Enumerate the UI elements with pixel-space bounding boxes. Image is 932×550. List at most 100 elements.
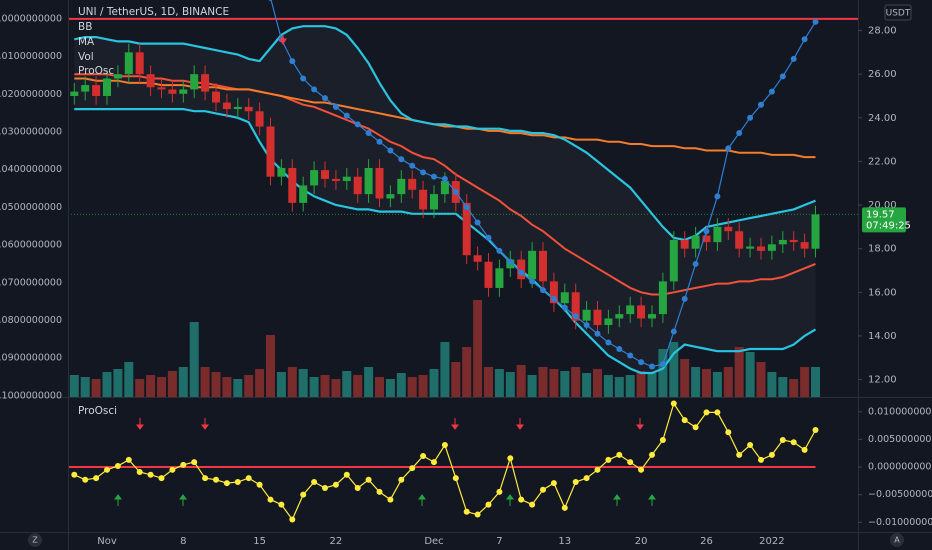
candle-body [190,74,199,90]
legend-entry[interactable]: BB [78,21,92,33]
candle-body [266,126,275,177]
legend-entry[interactable]: MA [78,36,95,48]
sar-dot [332,103,339,110]
osc-dot [114,462,121,469]
candle-body [146,74,155,88]
volume-bar [407,377,417,397]
osc-dot [529,501,536,508]
y-tick-label: 14.00 [868,331,897,342]
sar-dot [376,138,383,145]
candle-body [364,167,373,195]
osc-dot [343,471,350,478]
volume-bar [102,372,112,397]
chart-title: UNI / TetherUS, 1D, BINANCE [78,6,229,18]
osc-dot [550,480,557,487]
candle-body [517,259,526,280]
volume-bar [811,367,820,397]
volume-bar [527,375,537,397]
osc-dot [180,461,187,468]
legend-entry[interactable]: Vol [78,51,94,63]
sar-dot [431,173,437,180]
volume-bar [298,369,308,397]
pane-title[interactable]: ProOsci [78,405,117,417]
candle-body [560,292,569,304]
zoom-button[interactable] [28,533,42,547]
sar-dot [605,339,612,346]
osc-dot [245,475,252,482]
osc-dot [768,451,775,458]
volume-bar [342,371,352,397]
osc-dot [136,469,143,476]
osc-dot [267,496,274,503]
volume-bar [691,367,701,397]
osc-dot [790,439,797,446]
osc-dot [322,485,328,492]
sar-dot [550,295,557,302]
candle-body [331,178,340,182]
candle-body [103,78,111,96]
volume-bar [113,369,123,397]
sar-dot [572,313,579,320]
candle-body [658,281,667,315]
candle-body [430,194,438,210]
volume-bar [135,379,145,397]
x-tick-label: Dec [424,536,443,547]
candle-body [397,178,406,195]
auto-button[interactable] [890,533,904,547]
x-tick-label: 26 [700,536,713,547]
candle-body [571,292,580,321]
y2-tick-label: −0.0100000000 [0,51,62,62]
volume-bar [69,375,79,397]
candle-body [135,52,144,75]
osc-dot [725,429,732,436]
osc-dot [289,516,296,523]
candle-body [539,250,547,282]
y-tick-label: 16.00 [868,287,897,298]
sar-dot [268,0,273,1]
volume-bar [538,367,548,397]
candle-body [299,185,308,203]
candle-body [321,170,329,179]
sar-dot [659,361,666,368]
sar-dot [420,169,427,176]
volume-bar [680,359,690,397]
volume-bar [375,377,384,397]
osc-dot [812,427,819,434]
candle-body [626,305,635,315]
currency: USDT [886,9,911,19]
osc-dot [758,456,764,463]
candle-body [113,74,122,79]
osc-dot [420,453,427,460]
y-tick-label: 0.0050000000 [868,434,932,445]
volume-bar [80,377,90,397]
sar-dot [703,228,710,235]
currency-badge[interactable] [884,4,912,21]
osc-dot [311,478,318,485]
candle-body [549,281,558,304]
osc-dot [213,476,219,483]
candle-body [811,214,820,249]
legend-entry[interactable]: ProOsc [78,65,114,77]
candle-body [440,181,449,195]
candle-body [637,305,646,319]
sar-dot [561,304,568,311]
osc-dot [398,476,405,483]
candle-body [528,250,537,280]
volume-bar [146,375,156,397]
sar-dot [463,204,470,211]
sar-dot [725,145,732,152]
bb-lower [74,108,817,375]
candle-body [800,242,809,249]
volume-bar [385,379,395,397]
sar-dot [758,101,764,108]
y2-tick-label: −0.0700000000 [0,277,62,288]
last-price: 19.57 [866,209,895,220]
osc-dot [332,481,339,488]
y-tick-label: 26.00 [868,69,897,80]
candle-body [473,255,482,262]
candle-body [353,176,362,195]
osc-dot [169,466,176,473]
sar-dot [474,219,481,226]
